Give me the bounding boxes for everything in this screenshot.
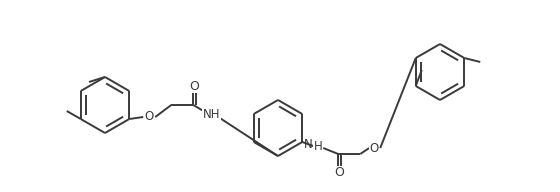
Text: O: O xyxy=(334,166,344,180)
Text: O: O xyxy=(370,142,379,155)
Text: O: O xyxy=(189,79,199,93)
Text: N: N xyxy=(304,138,312,151)
Text: H: H xyxy=(314,140,323,152)
Text: NH: NH xyxy=(203,108,220,122)
Text: O: O xyxy=(144,111,154,123)
